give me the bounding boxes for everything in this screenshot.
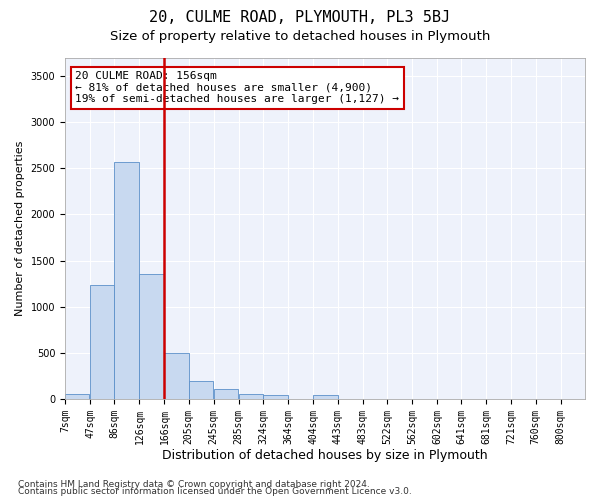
Text: 20 CULME ROAD: 156sqm
← 81% of detached houses are smaller (4,900)
19% of semi-d: 20 CULME ROAD: 156sqm ← 81% of detached … <box>76 71 400 104</box>
Bar <box>65 394 89 399</box>
Text: Contains public sector information licensed under the Open Government Licence v3: Contains public sector information licen… <box>18 487 412 496</box>
Text: 20, CULME ROAD, PLYMOUTH, PL3 5BJ: 20, CULME ROAD, PLYMOUTH, PL3 5BJ <box>149 10 451 25</box>
Bar <box>263 395 287 399</box>
Bar <box>139 274 164 399</box>
Text: Size of property relative to detached houses in Plymouth: Size of property relative to detached ho… <box>110 30 490 43</box>
Bar <box>115 162 139 399</box>
Bar <box>214 390 238 399</box>
Y-axis label: Number of detached properties: Number of detached properties <box>15 140 25 316</box>
Bar <box>90 286 115 399</box>
Text: Contains HM Land Registry data © Crown copyright and database right 2024.: Contains HM Land Registry data © Crown c… <box>18 480 370 489</box>
Bar <box>239 394 263 399</box>
Bar <box>189 380 213 399</box>
Bar <box>164 353 189 399</box>
Bar <box>313 396 338 399</box>
X-axis label: Distribution of detached houses by size in Plymouth: Distribution of detached houses by size … <box>162 450 488 462</box>
